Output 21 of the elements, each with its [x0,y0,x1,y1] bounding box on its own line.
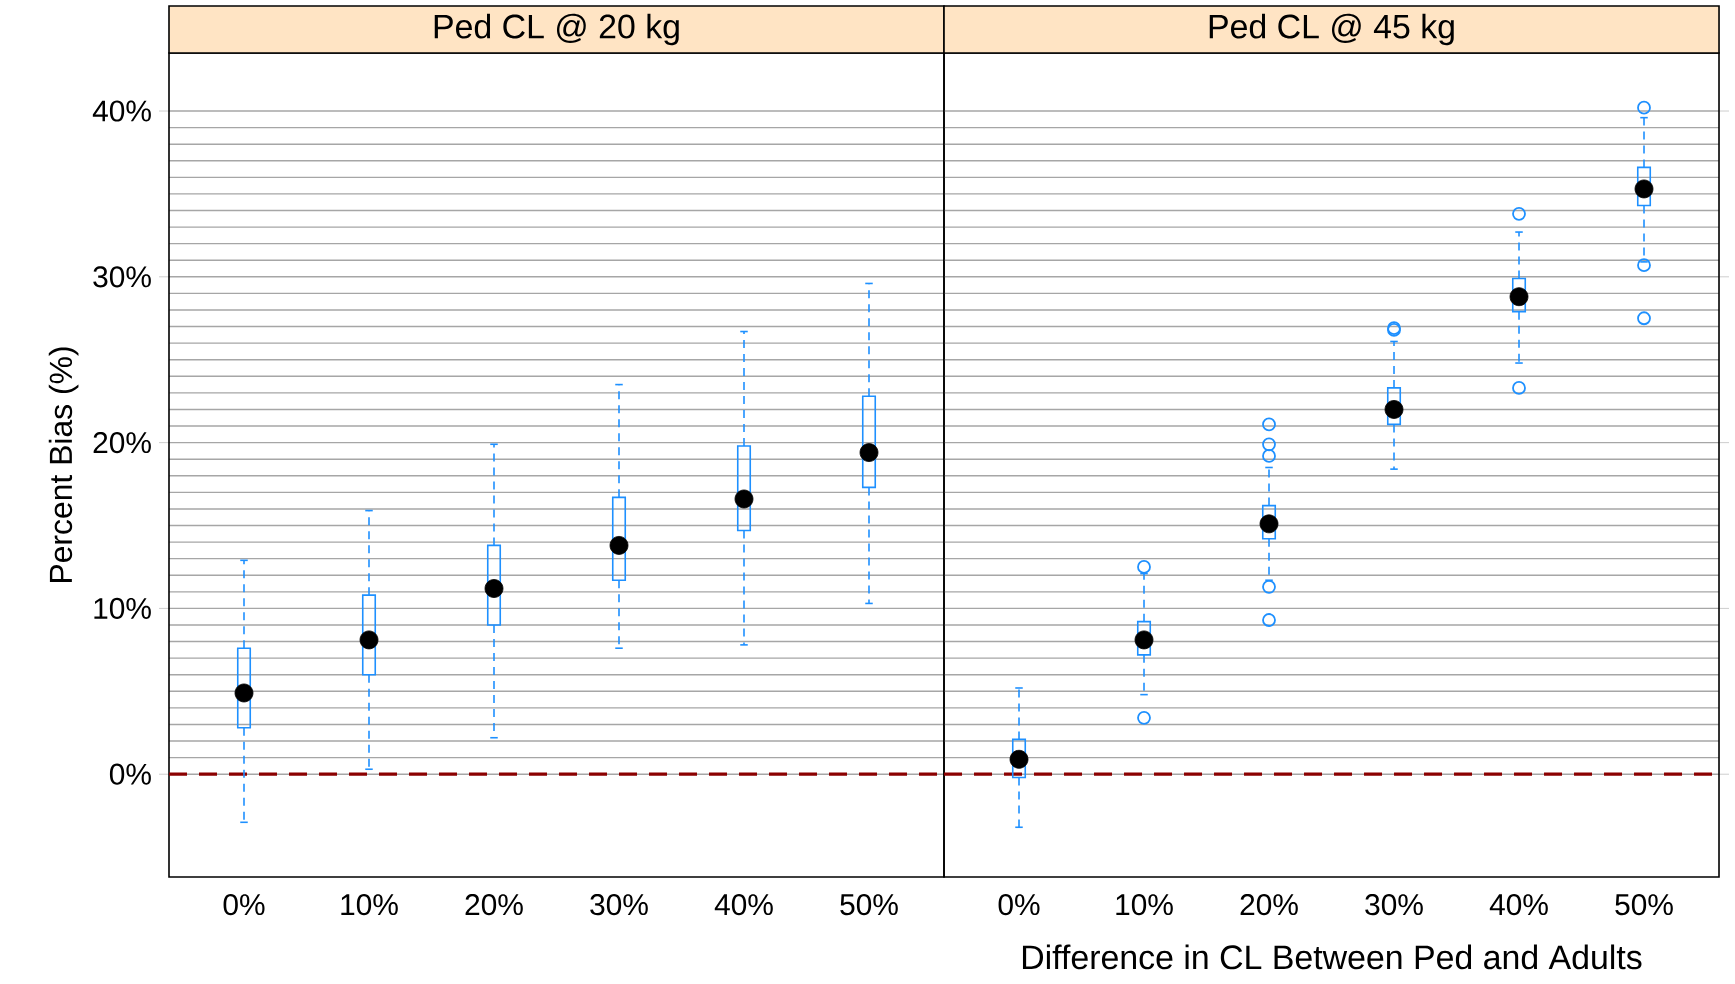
y-tick-label: 0% [109,763,151,785]
y-tick-label: 30% [93,266,151,288]
x-tick-label: 30% [1365,894,1423,916]
x-tick-label: 50% [840,894,898,916]
y-axis-title: Percent Bias (%) [48,347,79,582]
x-axis-title: Difference in CL Between Ped and Adults [1022,944,1642,970]
x-tick-label: 50% [1615,894,1673,916]
y-tick-label: 10% [94,597,151,619]
x-tick-label: 0% [223,894,265,916]
y-tick-label: 20% [93,432,151,454]
x-tick-label: 0% [998,894,1040,916]
chart-title: Ped CL @ 45 kg [1209,13,1454,46]
x-tick-label: 30% [590,894,648,916]
x-tick-label: 40% [1489,894,1548,916]
x-tick-label: 10% [341,894,398,916]
chart-title: Ped CL @ 20 kg [434,13,679,46]
x-tick-label: 40% [714,894,773,916]
x-tick-label: 20% [1240,894,1298,916]
x-tick-label: 20% [465,894,523,916]
x-tick-label: 10% [1116,894,1173,916]
y-tick-label: 40% [92,100,151,122]
